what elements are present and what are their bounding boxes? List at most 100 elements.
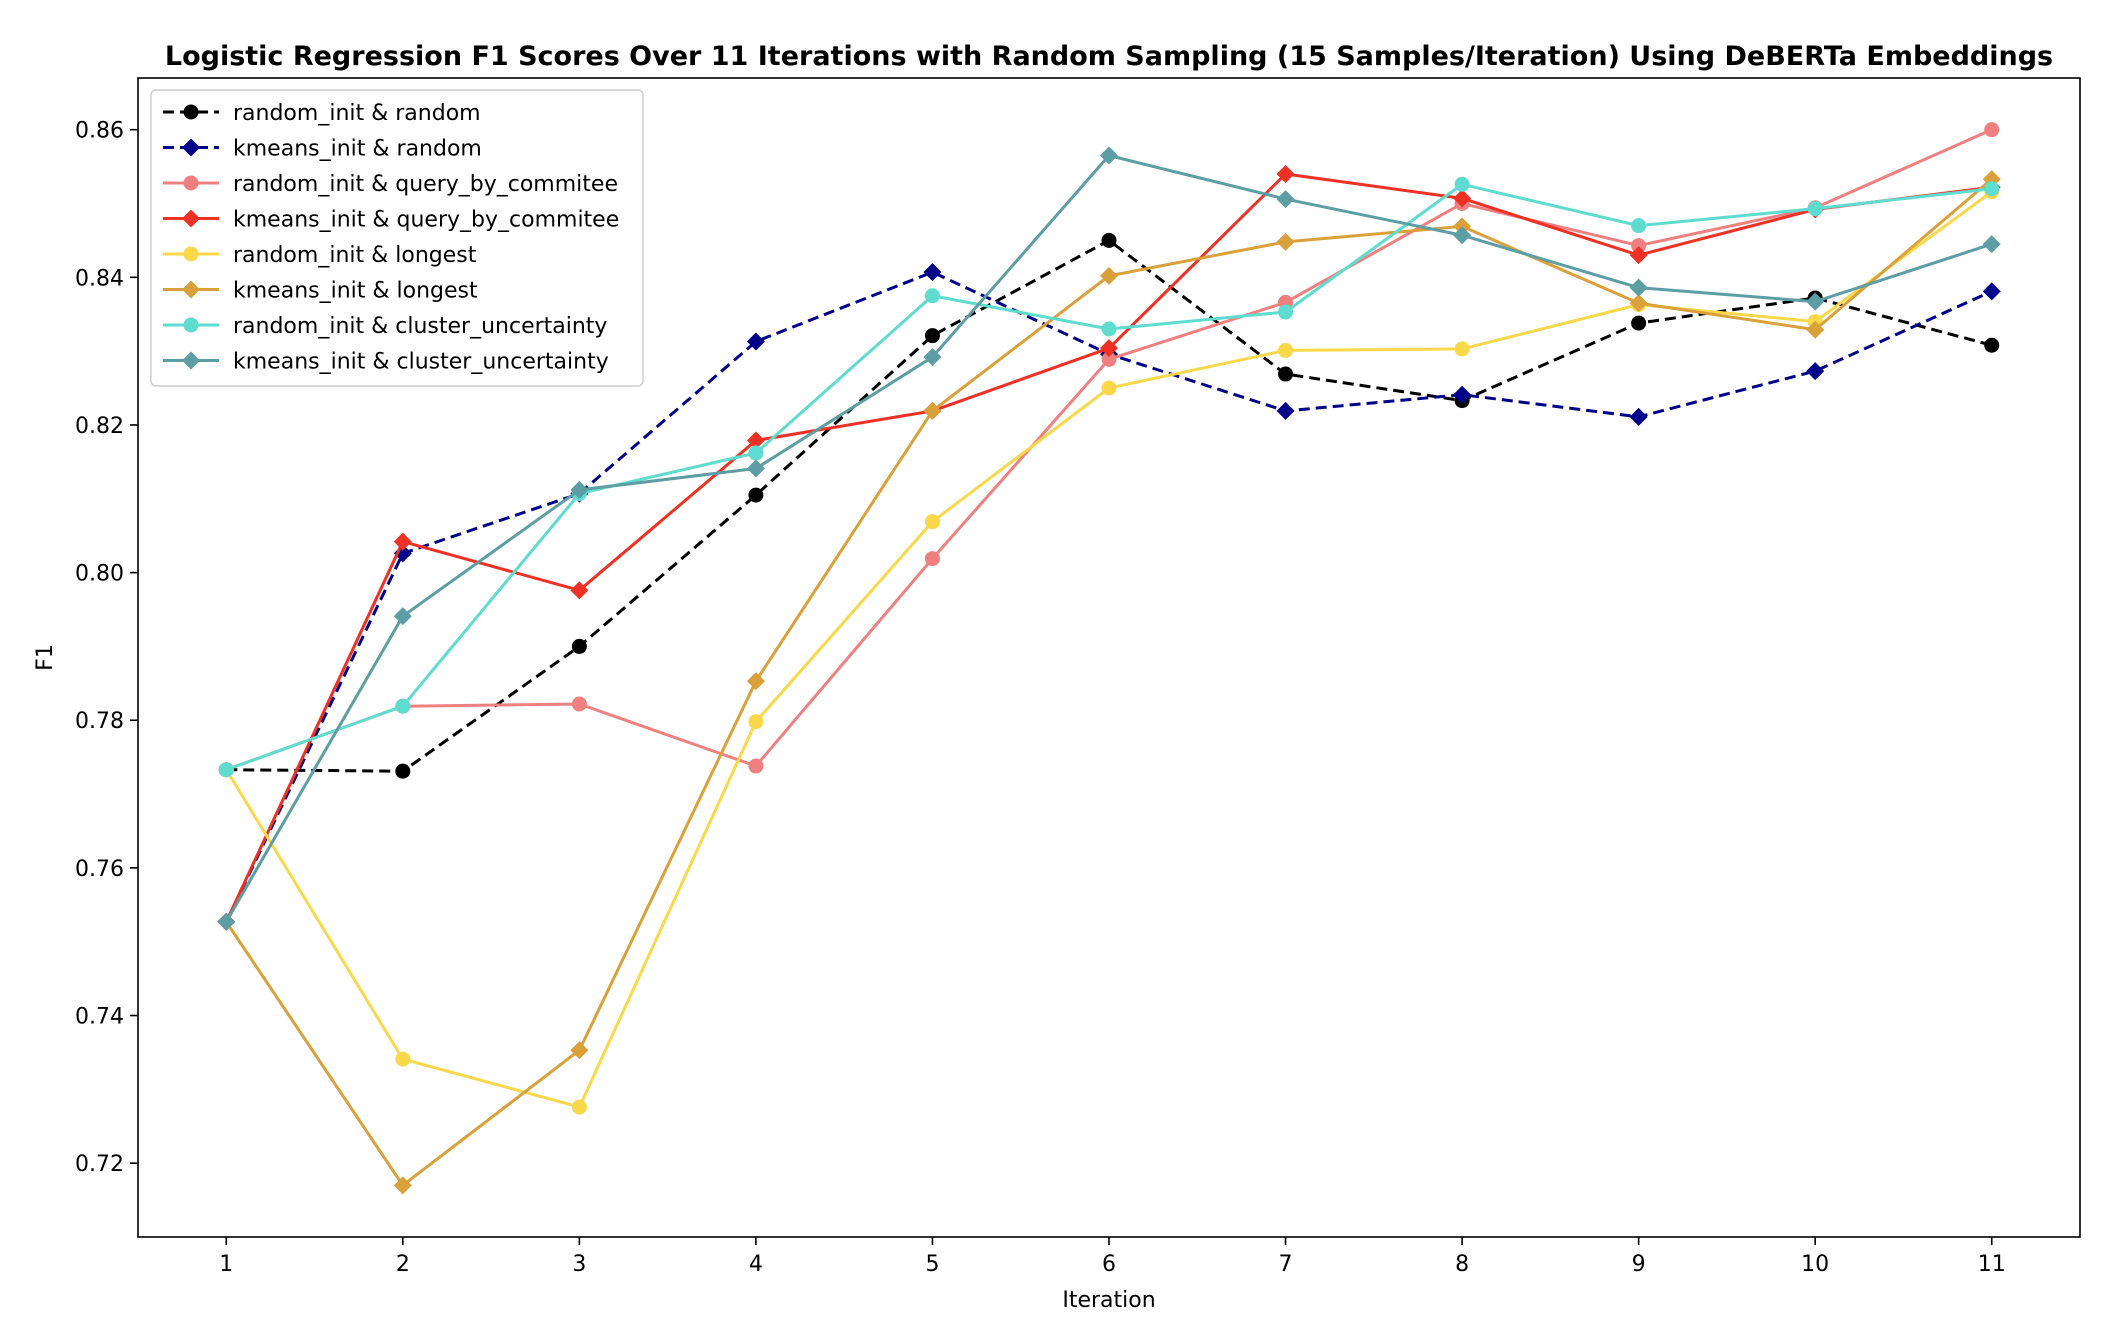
x-tick-label: 2 <box>396 1252 410 1277</box>
legend-entry: kmeans_init & longest <box>163 279 478 304</box>
legend-entry: random_init & longest <box>163 243 477 268</box>
data-point-diamond-marker <box>1453 189 1472 208</box>
data-point-circle-marker <box>748 758 764 774</box>
data-point-circle-marker <box>1278 366 1294 382</box>
y-tick-label: 0.80 <box>75 562 124 587</box>
data-point-circle-marker <box>748 445 764 461</box>
data-point-diamond-marker <box>1629 294 1648 313</box>
data-point-diamond-marker <box>1100 339 1118 358</box>
legend-label: kmeans_init & random <box>233 137 482 162</box>
data-point-diamond-marker <box>746 459 765 478</box>
data-point-diamond-marker <box>746 332 765 351</box>
data-point-diamond-marker <box>393 607 412 626</box>
data-point-diamond-marker <box>1806 320 1825 339</box>
legend-entry: random_init & query_by_commitee <box>163 172 618 197</box>
data-point-circle-marker <box>1101 351 1117 367</box>
y-tick-label: 0.76 <box>75 857 124 882</box>
x-tick-label: 9 <box>1632 1252 1646 1277</box>
legend-label: kmeans_init & cluster_uncertainty <box>233 350 609 375</box>
data-point-diamond-marker <box>393 1176 412 1195</box>
legend-label: random_init & cluster_uncertainty <box>233 314 607 339</box>
series-group <box>217 122 2001 1195</box>
y-tick-label: 0.82 <box>75 414 124 439</box>
data-point-circle-marker <box>1278 342 1294 358</box>
y-tick-label: 0.74 <box>75 1005 124 1030</box>
data-point-circle-marker <box>1631 315 1647 331</box>
data-point-diamond-marker <box>1982 235 2001 254</box>
data-point-circle-marker <box>1101 380 1117 396</box>
data-point-diamond-marker <box>923 401 942 420</box>
legend-circle-marker <box>183 246 199 262</box>
data-point-diamond-marker <box>1629 246 1648 265</box>
data-point-circle-marker <box>571 1099 587 1115</box>
data-point-diamond-marker <box>1453 385 1472 404</box>
legend: random_init & random kmeans_init & random… <box>150 89 644 387</box>
data-point-diamond-marker <box>1806 362 1825 381</box>
y-tick-label: 0.86 <box>75 119 124 144</box>
data-point-diamond-marker <box>1629 407 1648 426</box>
data-point-circle-marker <box>1101 321 1117 337</box>
data-point-diamond-marker <box>1276 164 1295 183</box>
legend-circle-marker <box>183 317 199 333</box>
data-point-diamond-marker <box>1276 190 1295 209</box>
x-tick-label: 10 <box>1801 1252 1829 1277</box>
data-point-circle-marker <box>218 762 234 778</box>
data-point-diamond-marker <box>570 581 589 600</box>
data-point-circle-marker <box>1984 122 2000 138</box>
data-point-circle-marker <box>395 698 411 714</box>
data-point-diamond-marker <box>1982 282 2001 301</box>
series-5 <box>217 170 2001 1195</box>
x-tick-label: 4 <box>749 1252 763 1277</box>
data-point-circle-marker <box>924 288 940 304</box>
data-point-diamond-marker <box>1453 226 1472 245</box>
data-point-circle-marker <box>1984 181 2000 197</box>
data-point-circle-marker <box>1631 238 1647 254</box>
legend-entry: random_init & random <box>163 101 481 126</box>
data-point-diamond-marker <box>923 263 942 282</box>
series-6 <box>218 176 2000 778</box>
legend-box <box>150 89 644 387</box>
x-tick-label: 3 <box>572 1252 586 1277</box>
data-point-diamond-marker <box>393 532 412 551</box>
legend-diamond-marker <box>182 138 200 157</box>
x-tick-label: 7 <box>1279 1252 1293 1277</box>
y-tick-label: 0.72 <box>75 1152 124 1177</box>
data-point-diamond-marker <box>1629 278 1648 297</box>
legend-circle-marker <box>183 104 199 120</box>
data-point-diamond-marker <box>1100 146 1118 165</box>
y-axis-label: F1 <box>33 644 58 671</box>
data-point-circle-marker <box>395 1051 411 1067</box>
legend-entry: kmeans_init & cluster_uncertainty <box>163 350 609 375</box>
x-axis-label: Iteration <box>1062 1288 1155 1313</box>
x-tick-label: 6 <box>1102 1252 1116 1277</box>
data-point-diamond-marker <box>570 480 589 499</box>
data-point-circle-marker <box>571 638 587 654</box>
legend-label: kmeans_init & query_by_commitee <box>233 208 619 233</box>
legend-diamond-marker <box>182 351 200 370</box>
legend-entry: random_init & cluster_uncertainty <box>163 314 607 339</box>
data-point-diamond-marker <box>746 431 765 450</box>
series-7 <box>217 146 2001 931</box>
data-point-circle-marker <box>1101 232 1117 248</box>
data-point-circle-marker <box>748 714 764 730</box>
legend-label: random_init & longest <box>233 243 477 268</box>
legend-label: kmeans_init & longest <box>233 279 478 304</box>
data-point-circle-marker <box>1278 304 1294 320</box>
legend-entry: kmeans_init & random <box>163 137 482 162</box>
data-point-diamond-marker <box>1806 292 1825 311</box>
data-point-circle-marker <box>1984 337 2000 353</box>
data-point-circle-marker <box>1807 201 1823 217</box>
x-tick-label: 8 <box>1455 1252 1469 1277</box>
legend-diamond-marker <box>182 209 200 228</box>
data-point-circle-marker <box>1454 176 1470 192</box>
legend-entry: kmeans_init & query_by_commitee <box>163 208 619 233</box>
data-point-diamond-marker <box>570 1041 589 1060</box>
data-point-circle-marker <box>924 514 940 530</box>
legend-circle-marker <box>183 175 199 191</box>
data-point-circle-marker <box>1631 218 1647 234</box>
data-point-circle-marker <box>924 328 940 344</box>
legend-label: random_init & random <box>233 101 481 126</box>
legend-diamond-marker <box>182 280 200 299</box>
